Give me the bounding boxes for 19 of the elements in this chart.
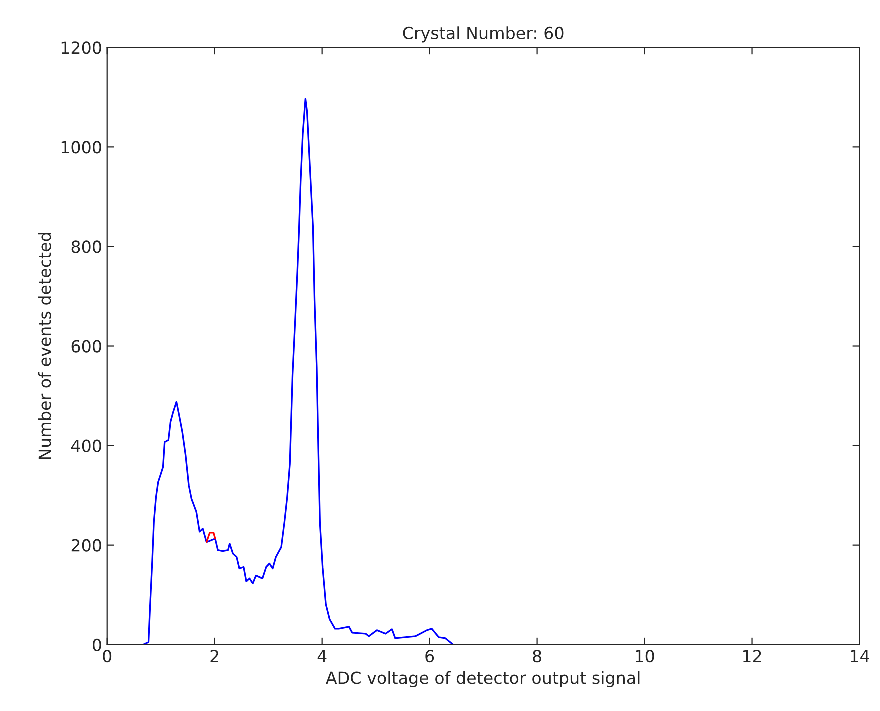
y-tick-label: 600 xyxy=(72,340,102,353)
chart-title: Crystal Number: 60 xyxy=(403,26,564,43)
y-tick-label: 1200 xyxy=(62,42,102,54)
x-tick-label: 12 xyxy=(744,650,762,662)
y-tick-label: 200 xyxy=(72,539,102,552)
y-tick-label: 400 xyxy=(72,440,102,452)
line-series xyxy=(142,98,454,645)
x-tick-label: 2 xyxy=(210,650,218,662)
x-tick-label: 10 xyxy=(636,650,654,663)
x-tick-label: 0 xyxy=(103,650,112,663)
x-tick-label: 4 xyxy=(318,650,327,662)
y-tick-label: 0 xyxy=(92,638,102,652)
x-tick-label: 14 xyxy=(850,650,870,662)
y-tick-label: 1000 xyxy=(62,141,102,154)
y-axis-title: Number of events detected xyxy=(38,233,52,460)
x-tick-label: 6 xyxy=(426,650,434,663)
x-tick-label: 8 xyxy=(533,650,542,663)
y-tick-label: 800 xyxy=(72,240,102,254)
x-axis-title: ADC voltage of detector output signal xyxy=(326,671,640,688)
